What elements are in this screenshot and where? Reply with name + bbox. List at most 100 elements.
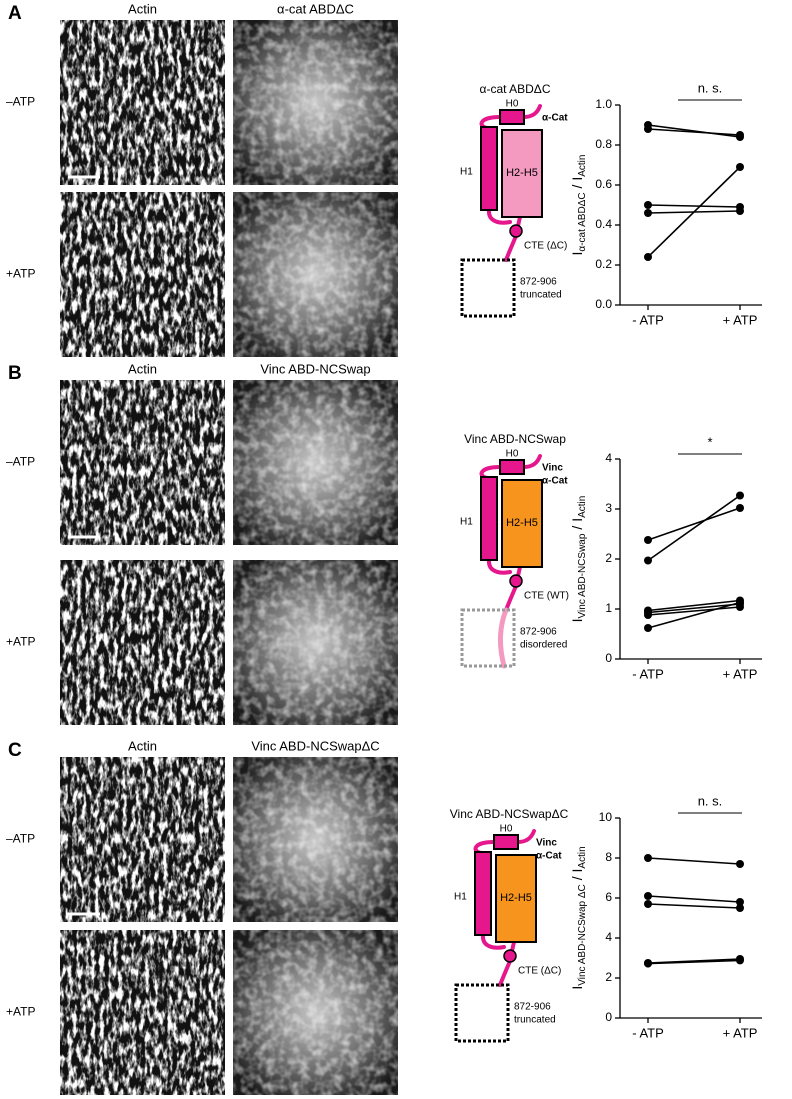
data-point	[736, 207, 744, 215]
linker	[510, 940, 516, 953]
schematic-title: Vinc ABD-NCSwapΔC	[450, 807, 569, 821]
domain-schematic: Vinc ABD-NCSwap H0 Vinc α-Cat H1 H2-H5 CTE (WT…	[460, 432, 569, 669]
micrograph-texture	[233, 192, 398, 357]
y-tick-label: 0.8	[595, 137, 612, 151]
region-note: disordered	[520, 640, 567, 651]
micrograph-texture	[60, 560, 225, 725]
row-label: –ATP	[6, 95, 35, 109]
h1-label: H1	[454, 892, 467, 903]
schematic-title: α-cat ABDΔC	[480, 82, 551, 96]
domain-schematic: Vinc ABD-NCSwapΔC H0 Vinc α-Cat H1 H2-H5 CTE (…	[450, 807, 569, 1043]
row-label: –ATP	[6, 455, 35, 469]
y-label-part: Actin	[577, 155, 588, 177]
data-point	[644, 201, 652, 209]
y-tick-label: 1.0	[595, 97, 612, 111]
x-tick-label: + ATP	[723, 312, 758, 327]
y-tick-label: 0.2	[595, 257, 612, 271]
construct-tag: α-Cat	[536, 851, 562, 862]
micrograph-texture	[60, 757, 225, 922]
micrograph-texture	[233, 757, 398, 922]
region-note: truncated	[514, 1015, 556, 1026]
column-header: Vinc ABD-NCSwap	[260, 361, 370, 376]
cte-label: CTE (WT)	[524, 591, 569, 602]
data-point	[644, 624, 652, 632]
x-tick-label: + ATP	[723, 666, 758, 681]
row-label: +ATP	[6, 267, 35, 281]
micrograph-texture	[60, 380, 225, 545]
chart: 0 1 2 3 4 - ATP + ATP IVinc ABD-NCSwap / IActin *	[569, 434, 762, 681]
construct-tag: α-Cat	[542, 476, 568, 487]
region-label: 872-906	[520, 277, 557, 288]
y-label-part: Actin	[577, 846, 588, 868]
column-header: Actin	[128, 361, 157, 376]
linker	[516, 215, 522, 228]
cte-node	[509, 224, 523, 238]
data-point	[736, 860, 744, 868]
h2h5-bundle	[501, 479, 543, 568]
panel-label: C	[8, 740, 22, 761]
data-point	[644, 209, 652, 217]
panel-label: A	[8, 3, 22, 24]
cte-node	[503, 949, 517, 963]
paired-line	[647, 895, 741, 903]
linker	[486, 558, 512, 575]
paired-line	[647, 903, 741, 909]
h0-helix	[493, 834, 519, 850]
column-header: Actin	[128, 1, 157, 16]
y-label-part: α-cat ABDΔC	[577, 192, 588, 251]
y-tick-label: 0.4	[595, 217, 612, 231]
significance-label: n. s.	[698, 80, 723, 95]
region-label: 872-906	[514, 1002, 551, 1013]
deleted-region	[454, 983, 510, 1043]
row-label: +ATP	[6, 1005, 35, 1019]
h2h5-bundle	[495, 854, 537, 943]
h0-label: H0	[506, 449, 519, 460]
linker	[480, 933, 506, 950]
data-point	[644, 611, 652, 619]
micrograph-texture	[233, 560, 398, 725]
paired-line	[647, 128, 741, 136]
data-point	[736, 491, 744, 500]
micrograph-texture	[233, 380, 398, 545]
cte-label: CTE (ΔC)	[518, 966, 561, 977]
h2h5-label: H2-H5	[506, 167, 538, 179]
linker	[516, 565, 522, 578]
h1-helix	[480, 126, 498, 211]
h2h5-bundle	[501, 129, 543, 218]
h0-helix	[499, 459, 525, 475]
data-point	[736, 904, 744, 912]
paired-line	[647, 204, 741, 208]
y-axis-label: IVinc ABD-NCSwap ΔC / IActin	[569, 846, 588, 989]
deleted-region	[460, 608, 516, 668]
y-label-part: / I	[569, 518, 585, 530]
y-label-part: / I	[569, 177, 585, 189]
construct-tag: Vinc	[536, 838, 557, 849]
y-tick-label: 0	[605, 1010, 612, 1024]
linker	[498, 959, 512, 987]
row-label: –ATP	[6, 832, 35, 846]
data-point	[736, 131, 744, 139]
paired-line	[647, 494, 741, 562]
linker	[522, 454, 542, 469]
chart: 0 2 4 6 8 10 - ATP + ATP IVinc ABD-NCSwap ΔC / IA…	[569, 793, 762, 1040]
region-note: truncated	[520, 290, 562, 301]
data-point	[644, 892, 652, 900]
micrograph-texture	[233, 930, 398, 1095]
y-label-part: Vinc ABD-NCSwap ΔC	[577, 884, 588, 986]
panel-label: B	[8, 363, 22, 384]
y-tick-label: 1	[605, 601, 612, 615]
h0-label: H0	[506, 99, 519, 110]
paired-line	[647, 124, 741, 138]
h0-helix	[499, 109, 525, 125]
paired-line	[647, 603, 741, 614]
x-tick-label: - ATP	[632, 312, 664, 327]
cte-node	[509, 574, 523, 588]
linker	[498, 607, 509, 669]
y-label-part: I	[569, 252, 585, 256]
schematic-title: Vinc ABD-NCSwap	[464, 432, 566, 446]
column-header: Actin	[128, 738, 157, 753]
linker	[504, 584, 518, 612]
chart: 0.0 0.2 0.4 0.6 0.8 1.0 - ATP + ATP Iα-cat ABDΔC…	[569, 80, 762, 327]
y-label-part: / I	[569, 869, 585, 881]
micrograph-texture	[233, 20, 398, 185]
